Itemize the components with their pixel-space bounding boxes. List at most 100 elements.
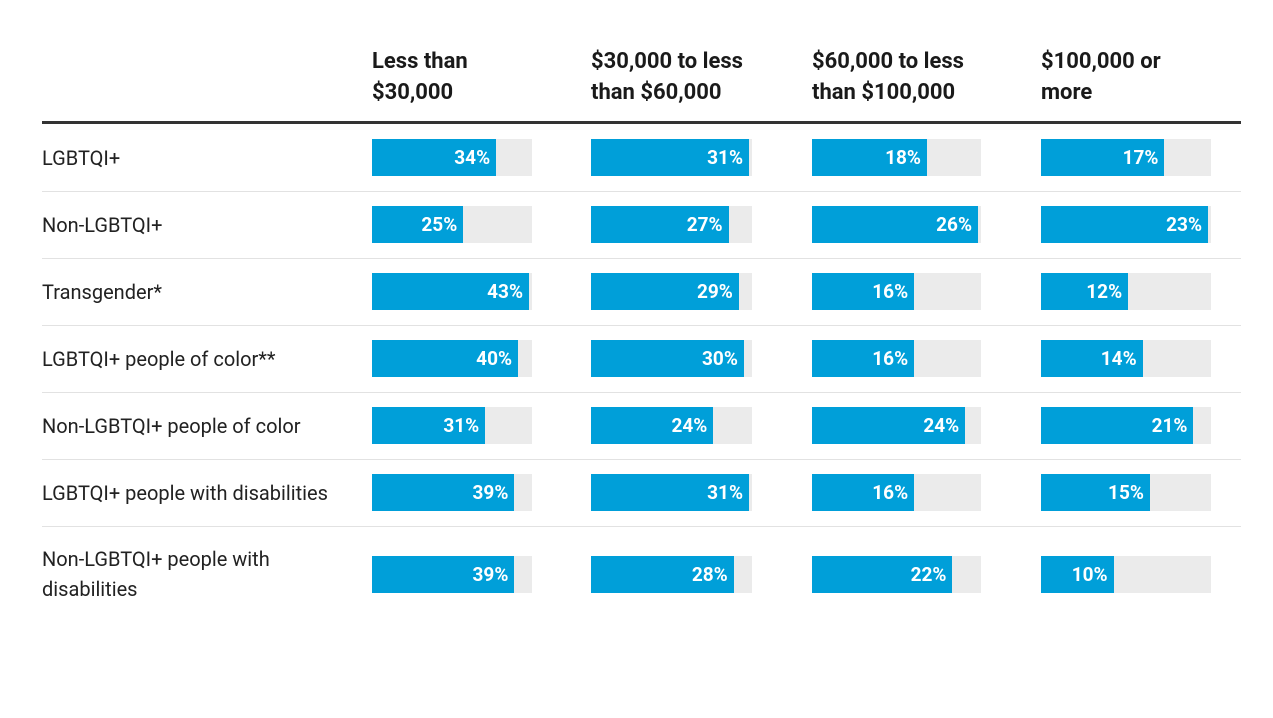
value-label: 17% (1122, 146, 1159, 169)
value-label: 16% (872, 347, 909, 370)
bar (591, 407, 714, 444)
row-label: Non-LGBTQI+ (42, 212, 163, 237)
bar-track: 31% (372, 407, 532, 444)
row-separator (42, 191, 1241, 192)
value-label: 25% (421, 213, 458, 236)
row-label: Non-LGBTQI+ people of color (42, 413, 301, 438)
value-label: 39% (472, 562, 509, 586)
bar (372, 273, 529, 310)
value-label: 30% (702, 347, 738, 370)
bar (372, 340, 519, 377)
bar-track: 23% (1041, 206, 1211, 243)
bar-track: 21% (1041, 407, 1211, 444)
bar-track: 24% (812, 407, 981, 444)
row-label: LGBTQI+ (42, 145, 121, 170)
bar-track: 39% (372, 474, 532, 511)
value-label: 31% (707, 481, 743, 504)
bar-track: 18% (812, 139, 981, 176)
bar (372, 407, 486, 444)
bar-track: 39% (372, 555, 532, 593)
bar-track: 10% (1041, 555, 1211, 593)
value-label: 23% (1166, 213, 1202, 236)
value-label: 18% (885, 146, 921, 169)
value-label: 26% (936, 213, 972, 236)
value-label: 15% (1108, 481, 1144, 504)
value-label: 24% (923, 414, 960, 437)
bar (591, 474, 749, 511)
bar-track: 16% (812, 340, 981, 377)
value-label: 43% (487, 280, 523, 303)
bar-track: 24% (591, 407, 752, 444)
value-label: 22% (910, 562, 947, 586)
value-label: 39% (472, 481, 509, 504)
value-label: 27% (686, 213, 723, 236)
bar (591, 206, 729, 243)
bar (1041, 273, 1129, 310)
bar (591, 273, 739, 310)
bar (372, 474, 515, 511)
bar (1041, 139, 1165, 176)
row-separator (42, 325, 1241, 326)
bar (812, 407, 966, 444)
bar-track: 31% (591, 139, 752, 176)
bar-track: 34% (372, 139, 532, 176)
bar-track: 30% (591, 340, 752, 377)
row-separator (42, 392, 1241, 393)
bar (812, 273, 915, 310)
bar-track: 40% (372, 340, 532, 377)
bar (1041, 407, 1194, 444)
row-separator (42, 258, 1241, 259)
bar (591, 139, 749, 176)
bar-track: 15% (1041, 474, 1211, 511)
column-header: $30,000 to less than $60,000 (591, 49, 743, 105)
row-label: LGBTQI+ people of color** (42, 346, 276, 371)
bar (1041, 206, 1208, 243)
column-header: $100,000 or more (1041, 49, 1161, 105)
value-label: 12% (1086, 280, 1123, 303)
bar (1041, 340, 1143, 377)
bar (372, 206, 464, 243)
value-label: 16% (872, 280, 909, 303)
bar-track: 27% (591, 206, 752, 243)
value-label: 14% (1100, 347, 1137, 370)
bar (812, 206, 978, 243)
value-label: 10% (1071, 562, 1108, 586)
row-label: Transgender* (42, 279, 162, 304)
bar-track: 14% (1041, 340, 1211, 377)
bar-track: 16% (812, 273, 981, 310)
header-rule (42, 121, 1241, 124)
row-label: Non-LGBTQI+ people with disabilities (42, 547, 270, 601)
bar (1041, 474, 1150, 511)
bar-track: 28% (591, 555, 752, 593)
value-label: 28% (691, 562, 728, 586)
bar-track: 26% (812, 206, 981, 243)
bar-track: 29% (591, 273, 752, 310)
bar-track: 22% (812, 555, 981, 593)
bar (372, 555, 515, 593)
value-label: 24% (671, 414, 708, 437)
bar-track: 17% (1041, 139, 1211, 176)
value-label: 16% (872, 481, 909, 504)
value-label: 31% (707, 146, 743, 169)
value-label: 31% (443, 414, 480, 437)
value-label: 29% (696, 280, 733, 303)
bar-track: 12% (1041, 273, 1211, 310)
value-label: 40% (476, 347, 513, 370)
bar (812, 340, 915, 377)
bar-track: 43% (372, 273, 532, 310)
value-label: 34% (454, 146, 491, 169)
value-label: 21% (1151, 414, 1188, 437)
bar (591, 340, 744, 377)
bar (812, 555, 953, 593)
row-separator (42, 526, 1241, 527)
bar (812, 139, 927, 176)
row-separator (42, 459, 1241, 460)
bar-track: 25% (372, 206, 532, 243)
bar (812, 474, 915, 511)
bar (1041, 555, 1114, 593)
column-header: $60,000 to less than $100,000 (812, 49, 964, 105)
row-label: LGBTQI+ people with disabilities (42, 480, 328, 505)
column-header: Less than $30,000 (372, 49, 468, 105)
bar (372, 139, 497, 176)
